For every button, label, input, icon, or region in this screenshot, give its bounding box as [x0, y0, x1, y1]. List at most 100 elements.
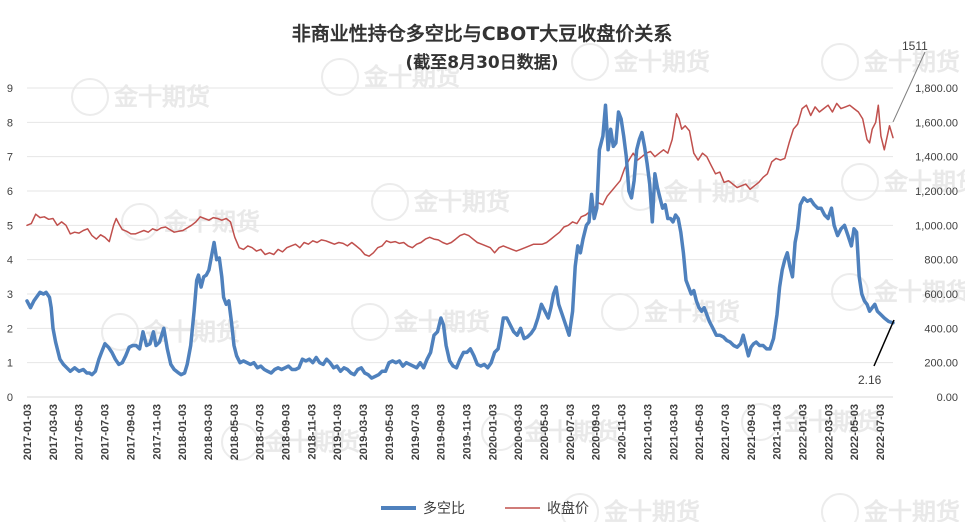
right-tick-label: 1,000.00 — [915, 220, 958, 232]
x-tick-label: 2019-11-03 — [461, 404, 473, 460]
x-tick-label: 2017-05-03 — [74, 404, 86, 460]
watermark: 金十期货 — [351, 303, 490, 341]
svg-text:金十期货: 金十期货 — [413, 188, 510, 216]
svg-text:金十期货: 金十期货 — [613, 48, 710, 76]
watermark: 金十期货 — [561, 493, 700, 522]
watermark: 金十期货 — [71, 78, 210, 116]
svg-text:金十期货: 金十期货 — [783, 408, 880, 436]
svg-text:金十期货: 金十期货 — [263, 428, 360, 456]
x-tick-label: 2020-07-03 — [565, 404, 577, 460]
x-tick-label: 2022-03-03 — [823, 404, 835, 460]
watermark: 金十期货 — [571, 43, 710, 81]
left-tick-label: 7 — [7, 152, 13, 164]
left-tick-label: 3 — [7, 289, 13, 301]
watermark: 金十期货 — [101, 313, 240, 351]
legend: 多空比 收盘价 — [381, 500, 589, 517]
watermark: 金十期货 — [821, 493, 960, 522]
x-tick-label: 2022-01-03 — [798, 404, 810, 460]
left-tick-label: 2 — [7, 323, 13, 335]
x-tick-label: 2021-07-03 — [720, 404, 732, 460]
left-tick-label: 1 — [7, 358, 13, 370]
x-tick-label: 2020-11-03 — [617, 404, 629, 460]
right-tick-label: 1,400.00 — [915, 152, 958, 164]
x-tick-label: 2019-07-03 — [410, 404, 422, 460]
watermark: 金十期货 — [841, 163, 965, 201]
svg-text:金十期货: 金十期货 — [603, 498, 700, 522]
watermark: 金十期货 — [121, 203, 260, 241]
right-tick-label: 600.00 — [924, 289, 958, 301]
x-tick-label: 2018-01-03 — [177, 404, 189, 460]
watermark: 金十期货 — [321, 58, 460, 96]
x-tick-label: 2018-09-03 — [281, 404, 293, 460]
x-tick-label: 2017-11-03 — [151, 404, 163, 460]
ratio-annotation-leader — [873, 319, 895, 367]
gridlines — [27, 87, 893, 398]
svg-text:金十期货: 金十期货 — [863, 498, 960, 522]
svg-text:金十期货: 金十期货 — [663, 178, 760, 206]
x-tick-label: 2017-09-03 — [125, 404, 137, 460]
x-tick-label: 2021-03-03 — [668, 404, 680, 460]
x-tick-label: 2020-05-03 — [539, 404, 551, 460]
left-tick-label: 0 — [7, 392, 13, 404]
x-tick-label: 2017-01-03 — [22, 404, 34, 460]
ratio-last-annotation: 2.16 — [858, 373, 882, 387]
left-tick-label: 6 — [7, 186, 13, 198]
right-tick-label: 800.00 — [924, 255, 958, 267]
svg-text:金十期货: 金十期货 — [873, 278, 965, 306]
series-line-price — [26, 102, 894, 257]
svg-text:金十期货: 金十期货 — [863, 48, 960, 76]
watermark: 金十期货 — [831, 273, 965, 311]
x-tick-label: 2018-03-03 — [203, 404, 215, 460]
right-tick-label: 1,200.00 — [915, 186, 958, 198]
x-tick-label: 2017-03-03 — [48, 404, 60, 460]
left-tick-label: 8 — [7, 117, 13, 129]
legend-label-price: 收盘价 — [547, 500, 589, 517]
right-tick-label: 1,600.00 — [915, 117, 958, 129]
series-line-ratio — [25, 103, 895, 380]
x-tick-label: 2021-09-03 — [746, 404, 758, 460]
watermark: 金十期货 — [621, 173, 760, 211]
x-tick-label: 2019-09-03 — [436, 404, 448, 460]
svg-text:金十期货: 金十期货 — [643, 298, 740, 326]
right-axis-ticks: 0.00 200.00 400.00 600.00 800.00 1,000.00 1,20… — [915, 83, 958, 404]
right-tick-label: 200.00 — [924, 358, 958, 370]
svg-text:金十期货: 金十期货 — [523, 418, 620, 446]
watermark: 金十期货 — [371, 183, 510, 221]
chart-title-line1: 非商业性持仓多空比与CBOT大豆收盘价关系 — [292, 22, 673, 45]
x-tick-label: 2018-05-03 — [229, 404, 241, 460]
chart-title-line2: (截至8月30日数据) — [405, 52, 558, 73]
series-layer — [25, 102, 895, 380]
x-tick-label: 2022-07-03 — [875, 404, 887, 460]
svg-text:金十期货: 金十期货 — [363, 63, 460, 91]
x-tick-label: 2019-05-03 — [384, 404, 396, 460]
x-tick-label: 2022-05-03 — [849, 404, 861, 460]
x-tick-label: 2021-05-03 — [694, 404, 706, 460]
price-last-annotation: 1511 — [902, 39, 928, 53]
legend-label-ratio: 多空比 — [423, 500, 465, 517]
x-tick-label: 2021-11-03 — [772, 404, 784, 460]
x-tick-label: 2020-09-03 — [591, 404, 603, 460]
x-tick-label: 2019-03-03 — [358, 404, 370, 460]
x-tick-label: 2018-07-03 — [255, 404, 267, 460]
svg-text:金十期货: 金十期货 — [883, 168, 965, 196]
watermark: 金十期货 — [741, 403, 880, 441]
x-tick-label: 2020-03-03 — [513, 404, 525, 460]
watermark: 金十期货 — [481, 413, 620, 451]
x-axis-ticks: 2017-01-03 2017-03-03 2017-05-03 2017-07-03… — [22, 404, 887, 460]
x-tick-label: 2021-01-03 — [642, 404, 654, 460]
left-tick-label: 5 — [7, 220, 13, 232]
left-axis-ticks: 0 1 2 3 4 5 6 7 8 9 — [7, 83, 13, 404]
watermark: 金十期货 — [821, 43, 960, 81]
right-tick-label: 1,800.00 — [915, 83, 958, 95]
x-tick-label: 2018-11-03 — [306, 404, 318, 460]
watermark: 金十期货 — [221, 423, 360, 461]
price-annotation-leader — [892, 51, 926, 123]
watermark: 金十期货 — [601, 293, 740, 331]
x-tick-label: 2020-01-03 — [487, 404, 499, 460]
left-tick-label: 4 — [7, 255, 13, 267]
right-tick-label: 400.00 — [924, 323, 958, 335]
left-tick-label: 9 — [7, 83, 13, 95]
x-tick-label: 2017-07-03 — [100, 404, 112, 460]
svg-text:金十期货: 金十期货 — [113, 83, 210, 111]
